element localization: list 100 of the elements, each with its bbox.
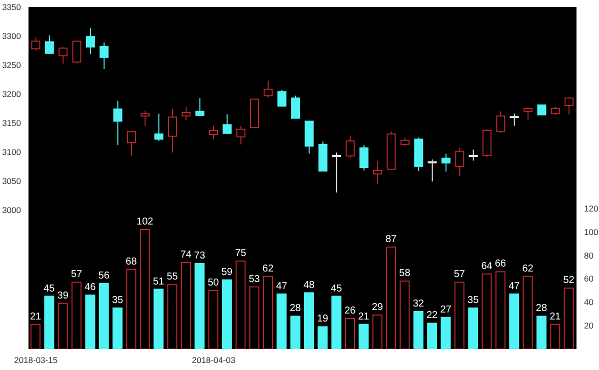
- data-label: 50: [208, 277, 220, 288]
- bar: [112, 308, 123, 349]
- data-label: 21: [550, 311, 562, 322]
- candlestick: [277, 89, 286, 108]
- candlestick: [182, 106, 191, 121]
- candlestick: [86, 27, 95, 54]
- candlestick: [496, 110, 506, 134]
- x-tick-label: 2018-04-03: [192, 355, 236, 366]
- candlestick: [264, 80, 273, 98]
- data-label: 102: [136, 216, 154, 228]
- y2-tick-label: 80: [584, 250, 594, 260]
- data-label: 48: [303, 280, 315, 291]
- data-label: 66: [494, 258, 506, 270]
- data-label: 59: [221, 266, 233, 278]
- candlestick: [455, 147, 464, 177]
- y-tick-label: 3250: [2, 60, 22, 70]
- bar: [276, 293, 287, 349]
- candlestick: [140, 110, 150, 126]
- candlestick: [468, 149, 478, 162]
- data-label: 74: [180, 249, 192, 260]
- bar: [194, 263, 205, 349]
- candlestick: [373, 160, 382, 184]
- y-tick-label: 3300: [2, 31, 22, 41]
- x-tick-label: 2018-03-15: [14, 355, 58, 366]
- y-tick-label: 3000: [2, 204, 22, 215]
- candlestick: [154, 113, 164, 142]
- bar: [222, 279, 232, 349]
- bar: [318, 326, 328, 349]
- data-label: 62: [262, 263, 274, 274]
- data-label: 32: [412, 298, 424, 310]
- data-label: 22: [426, 310, 438, 322]
- data-label: 28: [536, 303, 548, 314]
- data-label: 73: [194, 250, 206, 262]
- bar: [413, 311, 424, 349]
- candlestick: [72, 40, 82, 64]
- data-label: 47: [508, 280, 520, 292]
- data-label: 62: [522, 263, 534, 274]
- bar: [440, 316, 451, 349]
- y2-tick-label: 40: [584, 297, 594, 308]
- candlestick: [537, 104, 546, 116]
- data-label: 26: [344, 306, 356, 317]
- candlestick: [291, 95, 300, 119]
- data-label: 35: [112, 295, 124, 306]
- y-tick-label: 3050: [2, 176, 22, 186]
- candlestick: [524, 106, 533, 120]
- bar: [509, 293, 520, 349]
- y2-tick-label: 100: [584, 226, 598, 237]
- candlestick: [222, 114, 232, 134]
- candlestick: [441, 153, 450, 172]
- y-tick-label: 3150: [2, 118, 22, 128]
- bar: [468, 308, 478, 349]
- data-label: 27: [440, 304, 452, 316]
- candlestick: [44, 34, 54, 54]
- candlestick: [113, 100, 122, 146]
- bar: [290, 316, 300, 349]
- y2-tick-label: 20: [584, 320, 594, 331]
- candlestick: [195, 98, 204, 116]
- data-label: 28: [290, 303, 302, 314]
- candlestick: [332, 152, 342, 193]
- candlestick: [126, 131, 136, 156]
- data-label: 55: [166, 272, 178, 283]
- data-label: 45: [44, 283, 56, 294]
- data-label: 35: [468, 295, 480, 306]
- data-label: 29: [372, 302, 384, 314]
- data-label: 47: [276, 280, 288, 292]
- data-label: 68: [126, 256, 138, 268]
- y2-tick-label: 120: [584, 203, 598, 214]
- data-label: 57: [70, 269, 83, 280]
- candlestick: [209, 125, 218, 140]
- data-label: 46: [84, 282, 96, 294]
- candlestick: [346, 136, 355, 158]
- data-label: 52: [563, 275, 575, 286]
- data-label: 21: [358, 311, 370, 322]
- bar: [331, 296, 342, 349]
- data-label: 39: [57, 290, 69, 302]
- y-tick-label: 3100: [2, 146, 22, 157]
- bar: [154, 288, 164, 349]
- candlestick: [236, 125, 246, 145]
- y-tick-label: 3200: [2, 88, 22, 99]
- data-label: 53: [248, 274, 260, 285]
- bar: [536, 316, 546, 349]
- data-label: 75: [235, 248, 247, 260]
- candlestick: [100, 42, 109, 70]
- bar: [44, 296, 54, 349]
- y2-tick-label: 60: [584, 274, 594, 284]
- data-label: 51: [153, 276, 165, 288]
- data-label: 19: [317, 314, 329, 325]
- data-label: 57: [454, 269, 466, 280]
- candlestick: [58, 46, 68, 64]
- candlestick: [428, 158, 437, 182]
- data-label: 45: [330, 283, 342, 294]
- bar: [427, 322, 438, 349]
- y-tick-label: 3350: [2, 2, 22, 12]
- data-label: 87: [385, 234, 398, 246]
- bar: [85, 294, 96, 349]
- bar: [98, 282, 109, 349]
- data-label: 56: [98, 270, 110, 282]
- bar: [358, 324, 369, 349]
- candlestick: [168, 108, 177, 153]
- data-label: 58: [399, 268, 411, 280]
